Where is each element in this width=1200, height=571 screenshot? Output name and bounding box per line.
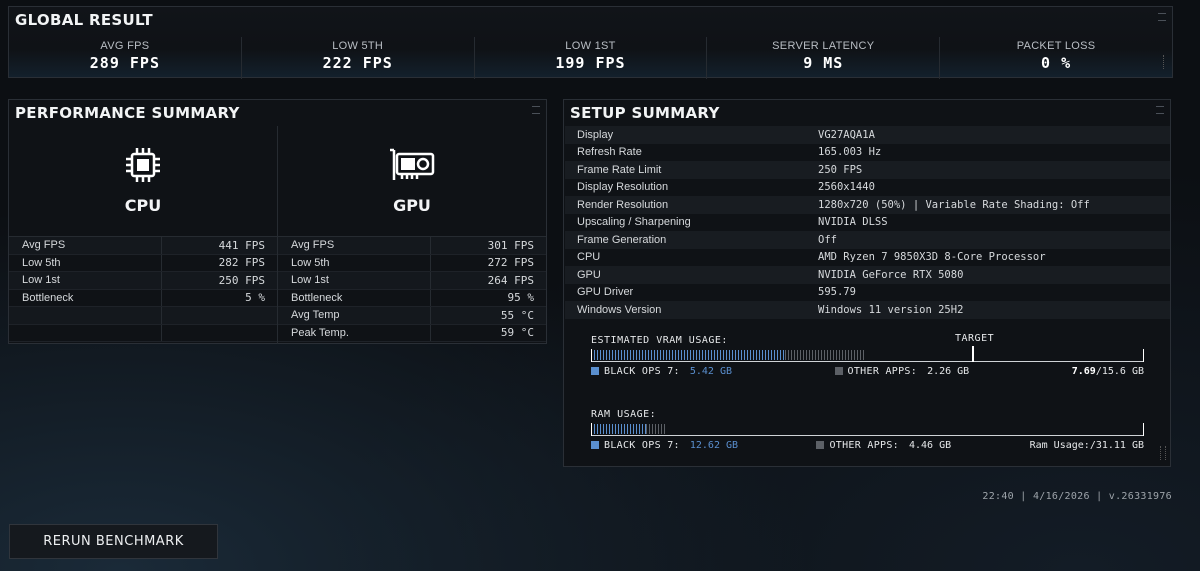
table-row: Low 1st 264 FPS [278, 272, 546, 290]
stat-packet-loss: PACKET LOSS 0 % [939, 37, 1172, 79]
global-result-title: GLOBAL RESULT [15, 11, 153, 29]
vram-usage: ESTIMATED VRAM USAGE: TARGET BLACK OPS 7… [591, 333, 1144, 377]
table-row: Frame Generation Off [565, 231, 1170, 249]
stat-label: LOW 5TH [332, 40, 384, 52]
ram-usage-title: RAM USAGE: [591, 409, 657, 420]
legend-swatch-other [834, 367, 843, 375]
ram-usage: RAM USAGE: BLACK OPS 7: 12.62 GB OTHER A… [591, 409, 1144, 451]
stat-value: 199 FPS [555, 54, 626, 72]
table-row: Display Resolution 2560x1440 [577, 181, 875, 194]
vram-usage-bar: TARGET [591, 333, 1144, 362]
performance-summary-panel: PERFORMANCE SUMMARY CPU Avg FPS 441 FPS [8, 99, 547, 344]
cpu-stats: Avg FPS 441 FPS Low 5th 282 FPS Low 1st 250… [9, 236, 277, 342]
gpu-label: GPU [393, 196, 431, 215]
table-row: Peak Temp. 59 °C [278, 324, 546, 342]
vram-target-label: TARGET [955, 333, 995, 344]
table-row: Frame Rate Limit 250 FPS [565, 161, 1170, 179]
table-row: Upscaling / Sharpening NVIDIA DLSS [577, 216, 888, 229]
panel-menu-icon[interactable] [1156, 106, 1164, 114]
table-row: Low 1st 250 FPS [9, 272, 277, 290]
table-row: GPU NVIDIA GeForce RTX 5080 [565, 266, 1170, 284]
table-row: Avg FPS 441 FPS [9, 237, 277, 255]
stat-avg-fps: AVG FPS 289 FPS [9, 37, 241, 79]
table-row: Bottleneck 5 % [9, 289, 277, 307]
stat-label: LOW 1ST [565, 40, 616, 52]
setup-summary-panel: SETUP SUMMARY Display VG27AQA1A Refresh R… [563, 99, 1171, 467]
gpu-stats: Avg FPS 301 FPS Low 5th 272 FPS Low 1st 264… [278, 236, 546, 342]
table-row: Refresh Rate 165.003 Hz [577, 146, 882, 159]
ram-game-label: BLACK OPS 7: [604, 439, 680, 451]
panel-menu-icon[interactable] [532, 106, 540, 114]
vram-target-marker [972, 346, 974, 362]
setup-summary-title: SETUP SUMMARY [570, 104, 720, 122]
table-row: Bottleneck 95 % [278, 289, 546, 307]
table-row: Low 5th 272 FPS [278, 254, 546, 272]
ram-total-label: Ram Usage: [1029, 439, 1090, 451]
stat-server-latency: SERVER LATENCY 9 MS [706, 37, 939, 79]
setup-table: Display VG27AQA1A Refresh Rate 165.003 Hz … [565, 126, 1170, 319]
table-row: Render Resolution 1280x720 (50%) | Variab… [565, 196, 1170, 214]
ram-usage-bar [591, 423, 1144, 436]
vram-other-fill [785, 350, 864, 360]
vram-game-value: 5.42 GB [689, 365, 733, 377]
stat-low-5th: LOW 5TH 222 FPS [240, 37, 474, 79]
ram-legend: BLACK OPS 7: 12.62 GB OTHER APPS: 4.46 G… [591, 439, 1144, 451]
table-row: Display VG27AQA1A [565, 126, 1170, 144]
performance-summary-title: PERFORMANCE SUMMARY [15, 104, 240, 122]
vram-legend: BLACK OPS 7: 5.42 GB OTHER APPS: 2.26 GB… [591, 365, 1144, 377]
stat-label: AVG FPS [100, 40, 150, 52]
table-row: Low 5th 282 FPS [9, 254, 277, 272]
table-row: Avg Temp 55 °C [278, 307, 546, 325]
global-stats-row: AVG FPS 289 FPS LOW 5TH 222 FPS LOW 1ST … [9, 37, 1172, 79]
stat-value: 9 MS [803, 54, 844, 72]
vram-game-fill [594, 350, 785, 360]
stat-value: 0 % [1041, 54, 1072, 72]
stat-value: 222 FPS [322, 54, 393, 72]
cpu-icon [126, 148, 160, 182]
ram-other-label: OTHER APPS: [829, 439, 899, 451]
rerun-benchmark-button[interactable]: RERUN BENCHMARK [9, 524, 218, 559]
ram-other-fill [646, 424, 665, 434]
build-timestamp: 22:40 | 4/16/2026 | v.26331976 [982, 491, 1172, 502]
table-row: Windows Version Windows 11 version 25H2 [565, 301, 1170, 319]
stat-low-1st: LOW 1ST 199 FPS [473, 37, 707, 79]
vram-other-label: OTHER APPS: [847, 365, 918, 377]
vram-usage-title: ESTIMATED VRAM USAGE: [591, 335, 728, 346]
ram-game-value: 12.62 GB [689, 439, 739, 451]
scroll-indicator-icon[interactable] [1160, 446, 1166, 460]
stat-label: SERVER LATENCY [772, 40, 875, 52]
vram-total-capacity: /15.6 GB [1095, 365, 1144, 377]
ram-game-fill [594, 424, 646, 434]
scroll-indicator-icon[interactable] [1163, 55, 1166, 69]
cpu-column: CPU Avg FPS 441 FPS Low 5th 282 FPS Low 1s… [9, 126, 278, 344]
stat-value: 289 FPS [89, 54, 160, 72]
global-result-panel: GLOBAL RESULT AVG FPS 289 FPS LOW 5TH 22… [8, 6, 1173, 79]
table-row: Avg FPS 301 FPS [278, 237, 546, 255]
table-row [9, 324, 277, 342]
cpu-label: CPU [124, 196, 162, 215]
table-row: CPU AMD Ryzen 7 9850X3D 8-Core Processor [577, 251, 1046, 264]
ram-other-value: 4.46 GB [909, 439, 952, 451]
legend-swatch-game [591, 441, 599, 449]
table-row [9, 307, 277, 325]
legend-swatch-game [591, 367, 599, 375]
legend-swatch-other [816, 441, 825, 449]
vram-game-label: BLACK OPS 7: [604, 365, 680, 377]
vram-total-used: 7.69 [1071, 365, 1096, 377]
table-row: GPU Driver 595.79 [577, 286, 856, 299]
gpu-icon [390, 148, 435, 180]
gpu-column: GPU Avg FPS 301 FPS Low 5th 272 FPS Low 1s… [278, 126, 546, 344]
ram-total-capacity: /31.11 GB [1089, 439, 1144, 451]
vram-other-value: 2.26 GB [927, 365, 970, 377]
panel-menu-icon[interactable] [1158, 13, 1166, 21]
stat-label: PACKET LOSS [1016, 40, 1096, 52]
